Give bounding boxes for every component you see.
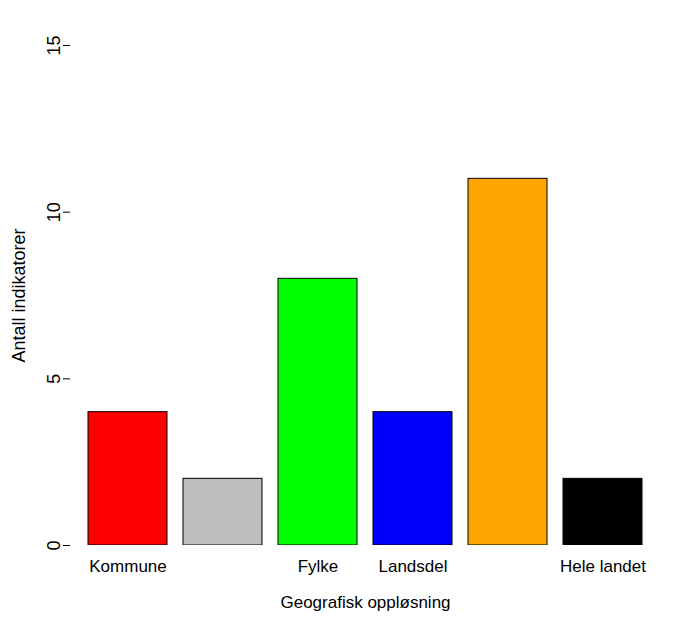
svg-text:10: 10 [44, 202, 64, 222]
svg-text:Geografisk oppløsning: Geografisk oppløsning [280, 593, 450, 612]
svg-text:Fylke: Fylke [298, 557, 339, 576]
svg-text:Landsdel: Landsdel [378, 557, 447, 576]
svg-text:0: 0 [44, 540, 64, 550]
svg-text:Hele landet: Hele landet [560, 557, 646, 576]
svg-text:Kommune: Kommune [89, 557, 166, 576]
svg-text:15: 15 [44, 35, 64, 55]
svg-text:Antall indikatorer: Antall indikatorer [9, 228, 29, 362]
svg-text:5: 5 [44, 374, 64, 384]
